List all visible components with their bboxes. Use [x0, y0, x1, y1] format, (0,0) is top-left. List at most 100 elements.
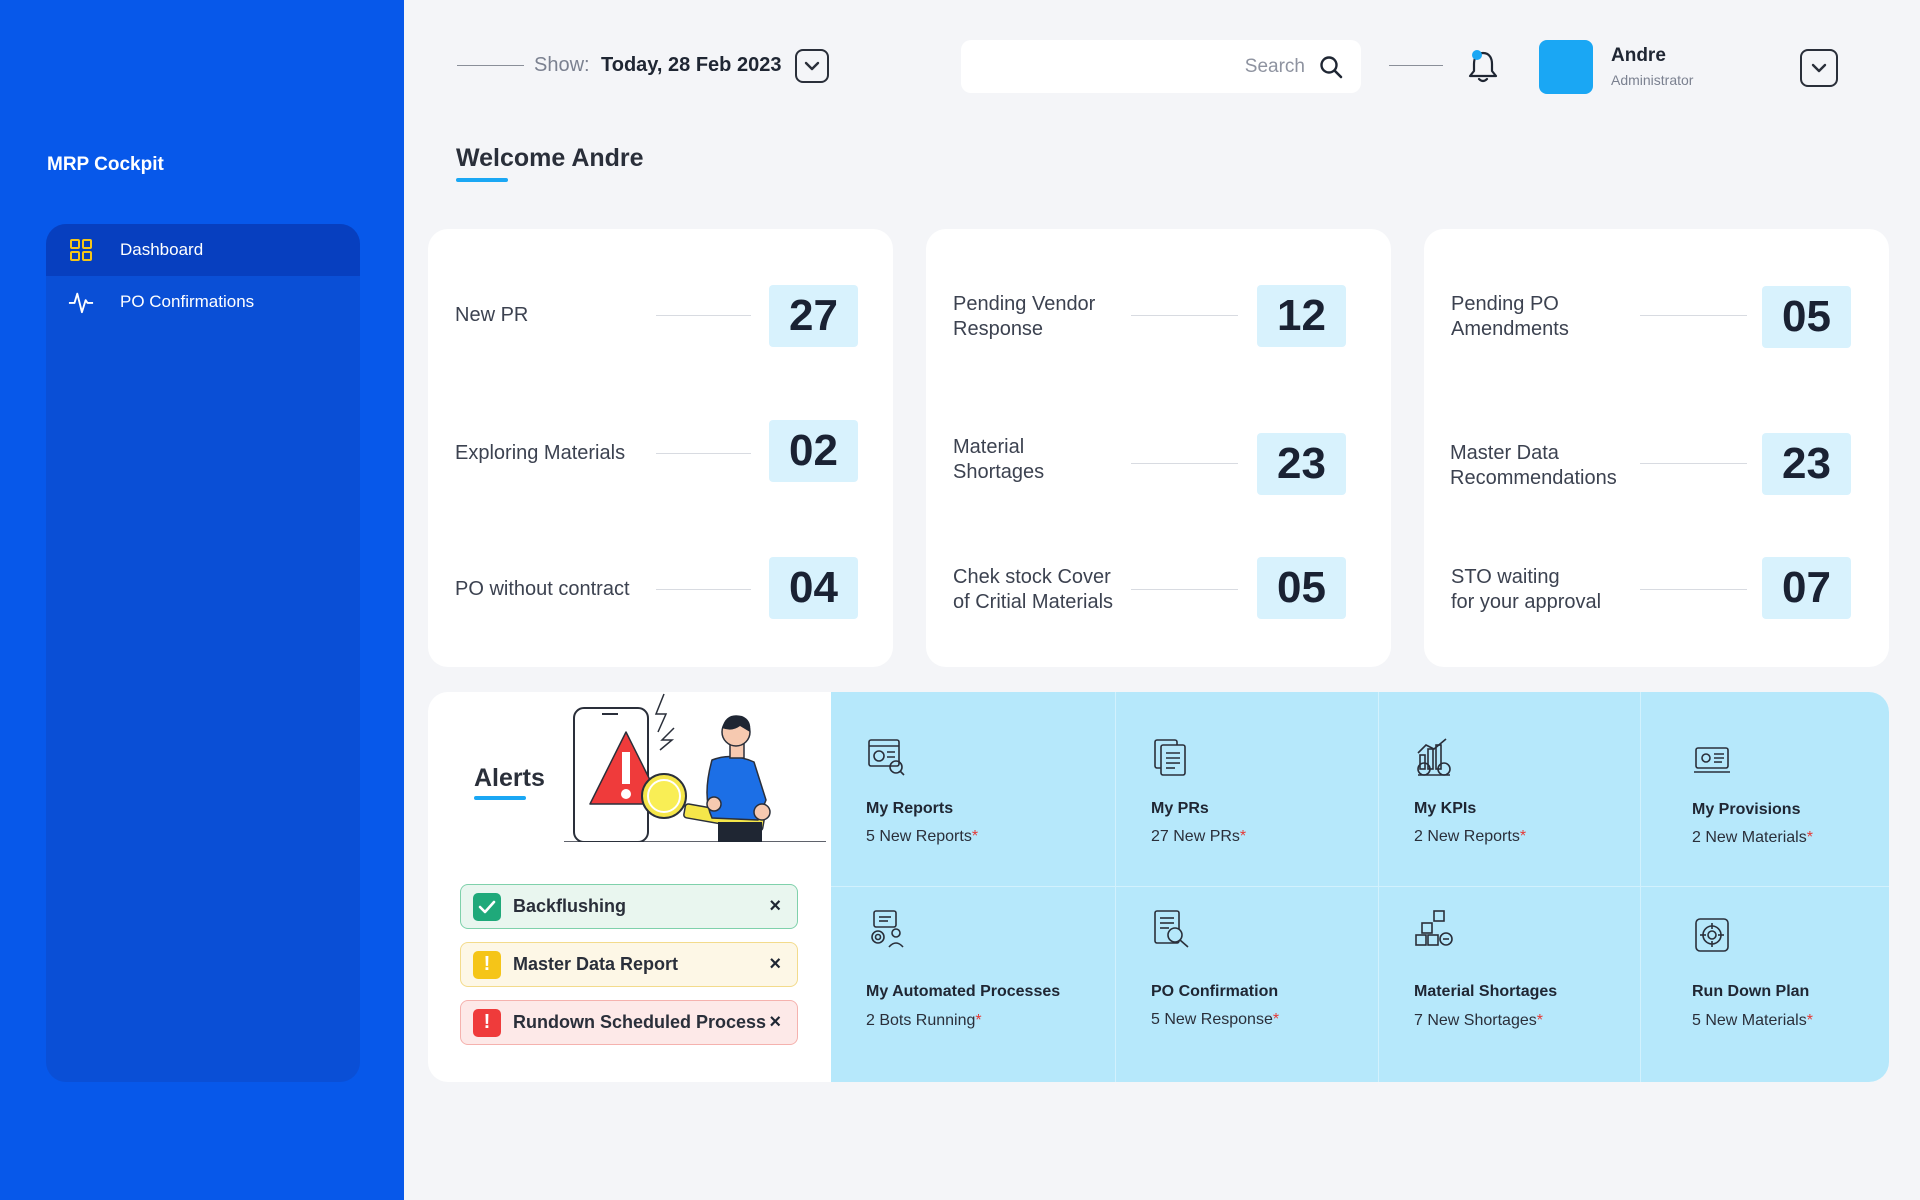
stat-label: Pending Vendor Response	[953, 293, 1096, 340]
target-cycle-icon	[1695, 918, 1729, 952]
stat-value: 12	[1257, 285, 1346, 347]
stat-exploring-materials[interactable]: Exploring Materials 02	[428, 420, 893, 500]
chevron-down-icon	[1811, 63, 1827, 73]
stat-label: Exploring Materials	[455, 442, 626, 464]
stat-pending-vendor-response[interactable]: Pending Vendor Response 12	[926, 285, 1391, 365]
stat-label: New PR	[455, 304, 529, 326]
sidebar-item-po-confirmations[interactable]: PO Confirmations	[46, 276, 360, 328]
check-icon	[473, 892, 501, 921]
date-dropdown-button[interactable]	[795, 49, 829, 83]
divider	[1640, 589, 1747, 590]
user-menu-button[interactable]	[1800, 49, 1838, 87]
divider	[1131, 315, 1238, 316]
alert-backflushing[interactable]: Backflushing ×	[460, 884, 798, 929]
tile-subtitle: 7 New Shortages*	[1414, 1012, 1543, 1029]
tile-subtitle: 5 New Reports*	[866, 828, 979, 845]
alert-label: Master Data Report	[513, 954, 679, 974]
stat-value: 27	[769, 285, 858, 347]
close-icon[interactable]: ×	[769, 895, 781, 917]
tile-my-prs[interactable]: My PRs 27 New PRs*	[1116, 692, 1379, 887]
bell-icon	[1468, 50, 1498, 83]
title-underline	[456, 178, 508, 182]
stat-master-data-recommendations[interactable]: Master Data Recommendations 23	[1424, 433, 1889, 513]
tile-title: Run Down Plan	[1692, 983, 1810, 1000]
tile-title: My KPIs	[1414, 800, 1477, 817]
tile-subtitle: 5 New Materials*	[1692, 1012, 1813, 1029]
sidebar-item-dashboard[interactable]: Dashboard	[46, 224, 360, 276]
document-search-icon	[1154, 910, 1189, 948]
stat-label: Material Shortages	[953, 436, 1045, 483]
avatar[interactable]	[1539, 40, 1593, 94]
stat-new-pr[interactable]: New PR 27	[428, 285, 893, 365]
chevron-down-icon	[804, 61, 820, 71]
stat-stock-cover[interactable]: Chek stock Cover of Critial Materials 05	[926, 557, 1391, 637]
stat-value: 07	[1762, 557, 1851, 619]
tile-my-reports[interactable]: My Reports 5 New Reports*	[831, 692, 1116, 887]
stat-value: 23	[1257, 433, 1346, 495]
tile-title: My PRs	[1151, 800, 1209, 817]
stat-card: New PR 27 Exploring Materials 02 PO with…	[428, 229, 893, 667]
stat-value: 05	[1257, 557, 1346, 619]
stat-po-without-contract[interactable]: PO without contract 04	[428, 557, 893, 637]
alert-label: Backflushing	[513, 896, 627, 916]
divider	[656, 315, 751, 316]
search-icon[interactable]	[1319, 55, 1343, 79]
stat-card: Pending PO Amendments 05 Master Data Rec…	[1424, 229, 1889, 667]
tile-title: Material Shortages	[1414, 983, 1558, 1000]
tile-run-down-plan[interactable]: Run Down Plan 5 New Materials*	[1641, 887, 1889, 1082]
notification-button[interactable]	[1466, 48, 1500, 84]
sidebar-item-label: Dashboard	[120, 240, 204, 259]
tile-my-provisions[interactable]: My Provisions 2 New Materials*	[1641, 692, 1889, 887]
alert-rundown-scheduled-process[interactable]: ! Rundown Scheduled Process ×	[460, 1000, 798, 1045]
search-placeholder: Search	[1244, 55, 1305, 77]
tile-material-shortages[interactable]: Material Shortages 7 New Shortages*	[1379, 887, 1641, 1082]
tile-po-confirmation[interactable]: PO Confirmation 5 New Response*	[1116, 887, 1379, 1082]
show-label: Show:	[534, 54, 590, 76]
stat-value: 05	[1762, 286, 1851, 348]
divider	[656, 453, 751, 454]
app-brand: MRP Cockpit	[47, 154, 164, 175]
alert-label: Rundown Scheduled Process	[513, 1012, 767, 1032]
stat-sto-waiting[interactable]: STO waiting for your approval 07	[1424, 557, 1889, 637]
stat-pending-po-amendments[interactable]: Pending PO Amendments 05	[1424, 286, 1889, 366]
kpi-chart-icon	[1417, 738, 1451, 776]
divider	[656, 589, 751, 590]
tile-subtitle: 5 New Response*	[1151, 1011, 1280, 1028]
tile-subtitle: 2 New Materials*	[1692, 829, 1813, 846]
quick-access-grid: My Reports 5 New Reports* My PRs 27 New …	[831, 692, 1889, 1082]
tile-my-kpis[interactable]: My KPIs 2 New Reports*	[1379, 692, 1641, 887]
alert-illustration	[564, 693, 826, 842]
stat-value: 23	[1762, 433, 1851, 495]
laptop-settings-icon	[1694, 747, 1730, 773]
report-icon	[868, 739, 905, 776]
gear-user-icon	[871, 910, 904, 948]
alert-master-data-report[interactable]: ! Master Data Report ×	[460, 942, 798, 987]
divider	[457, 65, 524, 66]
page-title: Welcome Andre	[456, 144, 644, 172]
stat-material-shortages[interactable]: Material Shortages 23	[926, 433, 1391, 513]
close-icon[interactable]: ×	[769, 953, 781, 975]
sidebar: MRP Cockpit Dashboard PO Confirmations	[0, 0, 404, 1200]
exclamation-icon: !	[473, 950, 501, 979]
grid-icon	[68, 237, 94, 263]
close-icon[interactable]: ×	[769, 1011, 781, 1033]
divider	[1131, 589, 1238, 590]
documents-icon	[1154, 739, 1186, 776]
tile-subtitle: 27 New PRs*	[1151, 828, 1247, 845]
bottom-panel: Alerts Backflushing × ! Master Data Repo…	[428, 692, 1889, 1082]
tile-title: My Automated Processes	[866, 983, 1061, 1000]
search-input[interactable]: Search	[961, 40, 1361, 93]
sidebar-item-label: PO Confirmations	[120, 292, 255, 311]
exclamation-icon: !	[473, 1008, 501, 1037]
divider	[1640, 315, 1747, 316]
tile-title: My Reports	[866, 800, 954, 817]
stat-label: Master Data Recommendations	[1450, 442, 1617, 489]
divider	[1389, 65, 1443, 66]
divider	[1640, 463, 1747, 464]
stat-value: 04	[769, 557, 858, 619]
stat-label: Chek stock Cover of Critial Materials	[953, 566, 1114, 613]
divider	[1131, 463, 1238, 464]
nav-panel: Dashboard PO Confirmations	[46, 224, 360, 1082]
date-value: Today, 28 Feb 2023	[601, 54, 782, 76]
tile-my-automated-processes[interactable]: My Automated Processes 2 Bots Running*	[831, 887, 1116, 1082]
